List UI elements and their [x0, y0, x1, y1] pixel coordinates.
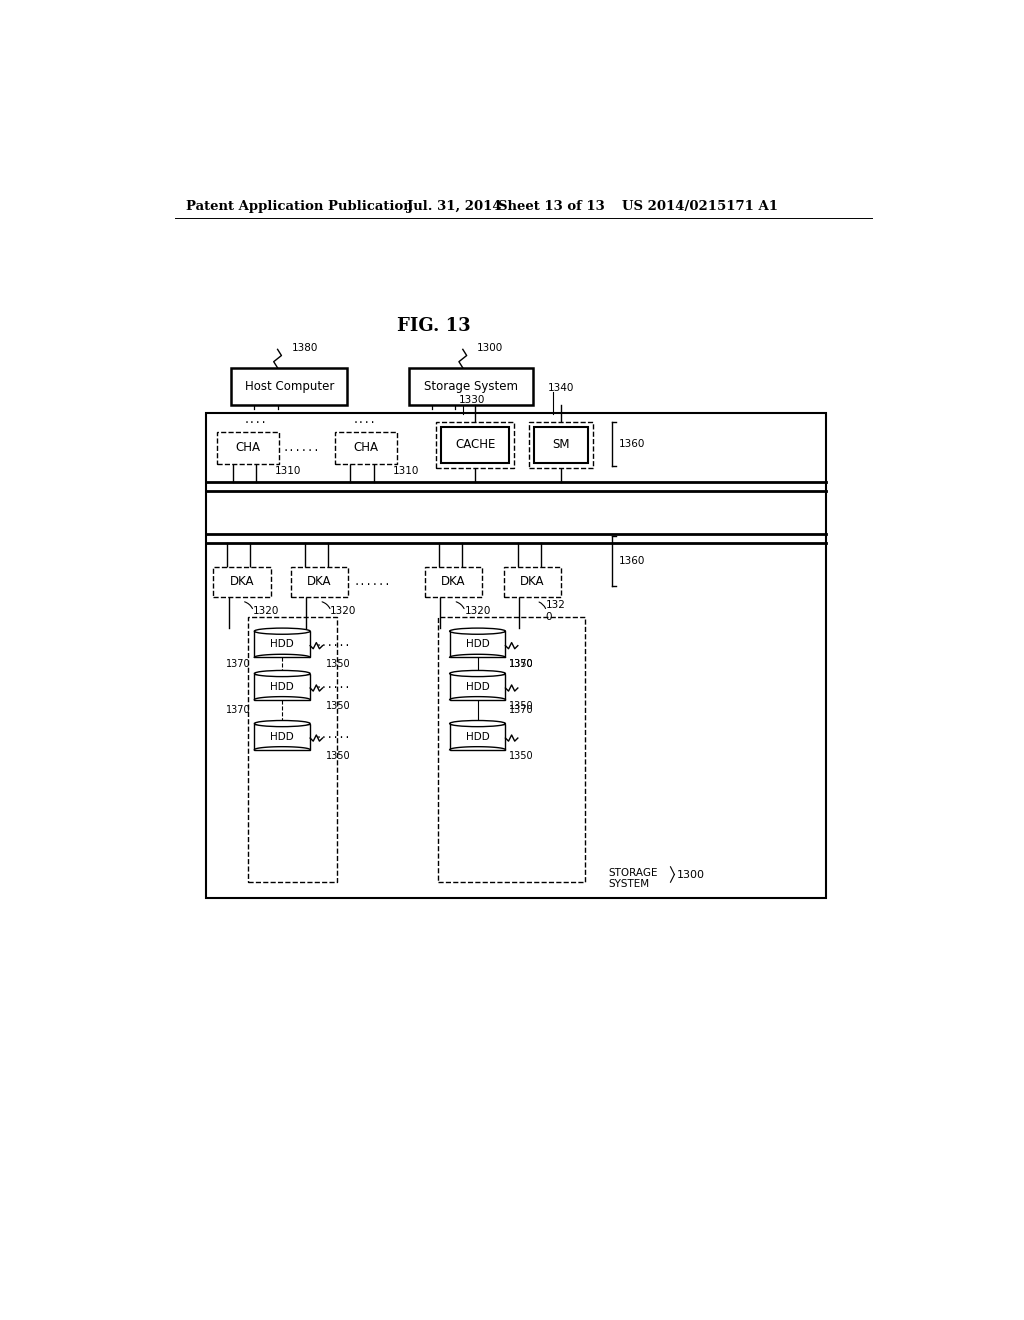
Text: Sheet 13 of 13: Sheet 13 of 13 [499, 199, 605, 213]
Text: 1310: 1310 [275, 466, 302, 477]
Text: 1310: 1310 [393, 466, 420, 477]
Text: Patent Application Publication: Patent Application Publication [186, 199, 413, 213]
Text: 1320: 1320 [331, 606, 356, 616]
FancyBboxPatch shape [425, 566, 482, 598]
Ellipse shape [450, 628, 506, 635]
Bar [450, 631, 506, 657]
Bar [409, 368, 532, 405]
Text: SM: SM [553, 438, 570, 451]
Text: 1350: 1350 [326, 751, 350, 762]
Bar [206, 412, 825, 898]
FancyBboxPatch shape [248, 616, 337, 882]
Bar [254, 723, 310, 750]
Text: 1370: 1370 [509, 705, 534, 715]
FancyBboxPatch shape [335, 432, 397, 465]
Text: STORAGE
SYSTEM: STORAGE SYSTEM [608, 867, 658, 890]
Text: 1360: 1360 [618, 556, 645, 566]
Ellipse shape [450, 721, 506, 726]
Text: ......: ...... [282, 444, 319, 453]
Ellipse shape [254, 628, 310, 635]
Text: CHA: CHA [353, 441, 379, 454]
Text: 1300: 1300 [677, 870, 705, 879]
Text: HDD: HDD [466, 731, 489, 742]
Text: Host Computer: Host Computer [245, 380, 334, 393]
Text: HDD: HDD [466, 681, 489, 692]
Text: ......: ...... [315, 638, 351, 648]
FancyBboxPatch shape [436, 422, 514, 469]
Ellipse shape [254, 721, 310, 726]
Text: ....: .... [352, 416, 376, 425]
Text: Jul. 31, 2014: Jul. 31, 2014 [407, 199, 502, 213]
Ellipse shape [254, 671, 310, 677]
Text: FIG. 13: FIG. 13 [397, 317, 471, 335]
Text: 1330: 1330 [459, 395, 485, 405]
Text: ......: ...... [315, 680, 351, 690]
Text: HDD: HDD [466, 639, 489, 649]
Text: DKA: DKA [441, 576, 466, 589]
Text: 1320: 1320 [253, 606, 280, 616]
FancyBboxPatch shape [438, 616, 586, 882]
Text: ....: .... [244, 416, 267, 425]
Text: HDD: HDD [270, 639, 294, 649]
Text: HDD: HDD [270, 731, 294, 742]
Text: HDD: HDD [270, 681, 294, 692]
Text: US 2014/0215171 A1: US 2014/0215171 A1 [623, 199, 778, 213]
FancyBboxPatch shape [291, 566, 348, 598]
Text: 1340: 1340 [548, 383, 574, 393]
Text: ......: ...... [353, 577, 391, 587]
FancyBboxPatch shape [504, 566, 561, 598]
Text: 1350: 1350 [509, 659, 534, 669]
FancyBboxPatch shape [535, 428, 589, 462]
Text: 1370: 1370 [509, 659, 534, 669]
Text: 1350: 1350 [509, 701, 534, 711]
Bar [450, 723, 506, 750]
Text: ......: ...... [315, 730, 351, 741]
Bar [231, 368, 347, 405]
Text: CHA: CHA [236, 441, 261, 454]
Text: 132
0: 132 0 [546, 601, 565, 622]
Text: 1370: 1370 [226, 659, 251, 669]
Text: 1350: 1350 [509, 751, 534, 762]
FancyBboxPatch shape [441, 428, 509, 462]
Text: 1350: 1350 [326, 701, 350, 711]
Bar [254, 631, 310, 657]
FancyBboxPatch shape [529, 422, 593, 469]
Text: DKA: DKA [520, 576, 545, 589]
FancyBboxPatch shape [213, 566, 270, 598]
Text: 1350: 1350 [326, 659, 350, 669]
Bar [450, 673, 506, 700]
Text: 1320: 1320 [464, 606, 490, 616]
Text: Storage System: Storage System [424, 380, 517, 393]
Text: DKA: DKA [307, 576, 332, 589]
Text: 1370: 1370 [226, 705, 251, 715]
Bar [254, 673, 310, 700]
Text: 1300: 1300 [477, 343, 503, 352]
Text: DKA: DKA [229, 576, 254, 589]
Text: 1380: 1380 [292, 343, 317, 352]
Ellipse shape [450, 671, 506, 677]
Text: 1360: 1360 [618, 440, 645, 449]
Text: CACHE: CACHE [455, 438, 496, 451]
FancyBboxPatch shape [217, 432, 280, 465]
